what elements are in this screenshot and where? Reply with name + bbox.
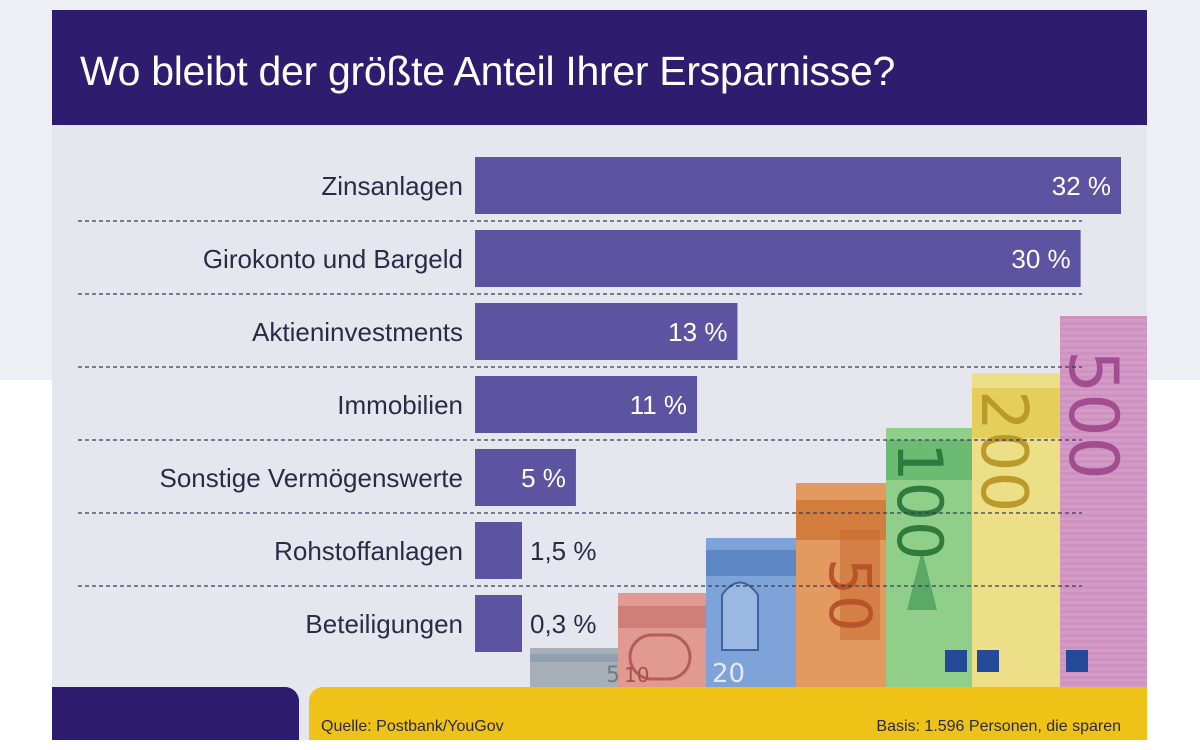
banknote-10: 10 bbox=[618, 593, 706, 688]
banknote-10-label: 10 bbox=[624, 663, 649, 687]
category-label: Rohstoffanlagen bbox=[274, 536, 463, 566]
footer-right-panel: Quelle: Postbank/YouGov Basis: 1.596 Per… bbox=[309, 687, 1147, 740]
value-label: 30 % bbox=[1011, 244, 1070, 274]
value-label: 0,3 % bbox=[530, 609, 597, 639]
header-bar: Wo bleibt der größte Anteil Ihrer Erspar… bbox=[52, 10, 1147, 125]
bar-7 bbox=[475, 595, 522, 652]
category-label: Beteiligungen bbox=[305, 609, 463, 639]
value-label: 11 % bbox=[630, 390, 687, 420]
category-label: Zinsanlagen bbox=[321, 171, 463, 201]
banknote-500-label: 500 bbox=[1053, 350, 1132, 480]
bar-6 bbox=[475, 522, 522, 579]
bar-5 bbox=[475, 449, 576, 506]
category-label: Girokonto und Bargeld bbox=[203, 244, 463, 274]
basis-note: Basis: 1.596 Personen, die sparen bbox=[876, 718, 1121, 735]
banknotes-illustration: 5 10 20 50 bbox=[530, 316, 1147, 689]
category-label: Sonstige Vermögenswerte bbox=[159, 463, 463, 493]
value-label: 1,5 % bbox=[530, 536, 597, 566]
bar-2 bbox=[475, 230, 1081, 287]
banknote-20-label: 20 bbox=[712, 659, 745, 689]
category-label: Immobilien bbox=[337, 390, 463, 420]
category-label: Aktieninvestments bbox=[252, 317, 463, 347]
value-label: 32 % bbox=[1052, 171, 1111, 201]
bar-1 bbox=[475, 157, 1121, 214]
banknote-5-label: 5 bbox=[606, 663, 620, 688]
banknote-100-label: 100 bbox=[883, 442, 956, 560]
infographic-card: 5 10 20 50 bbox=[52, 10, 1147, 740]
source-note: Quelle: Postbank/YouGov bbox=[321, 718, 504, 735]
banknote-20: 20 bbox=[706, 538, 796, 689]
bar-3 bbox=[475, 303, 738, 360]
footer-left-panel bbox=[52, 687, 299, 740]
banknote-5: 5 bbox=[530, 648, 620, 688]
value-label: 13 % bbox=[668, 317, 727, 347]
banknote-500: 500 bbox=[1053, 316, 1147, 688]
banknote-100: 100 bbox=[883, 428, 972, 688]
banknote-200-label: 200 bbox=[966, 390, 1040, 512]
value-label: 5 % bbox=[521, 463, 566, 493]
page-title: Wo bleibt der größte Anteil Ihrer Erspar… bbox=[80, 48, 895, 94]
bar-4 bbox=[475, 376, 698, 433]
bar-chart: 5 10 20 50 bbox=[78, 157, 1147, 689]
banknote-50-label: 50 bbox=[816, 558, 884, 632]
banknote-200: 200 bbox=[966, 373, 1060, 688]
